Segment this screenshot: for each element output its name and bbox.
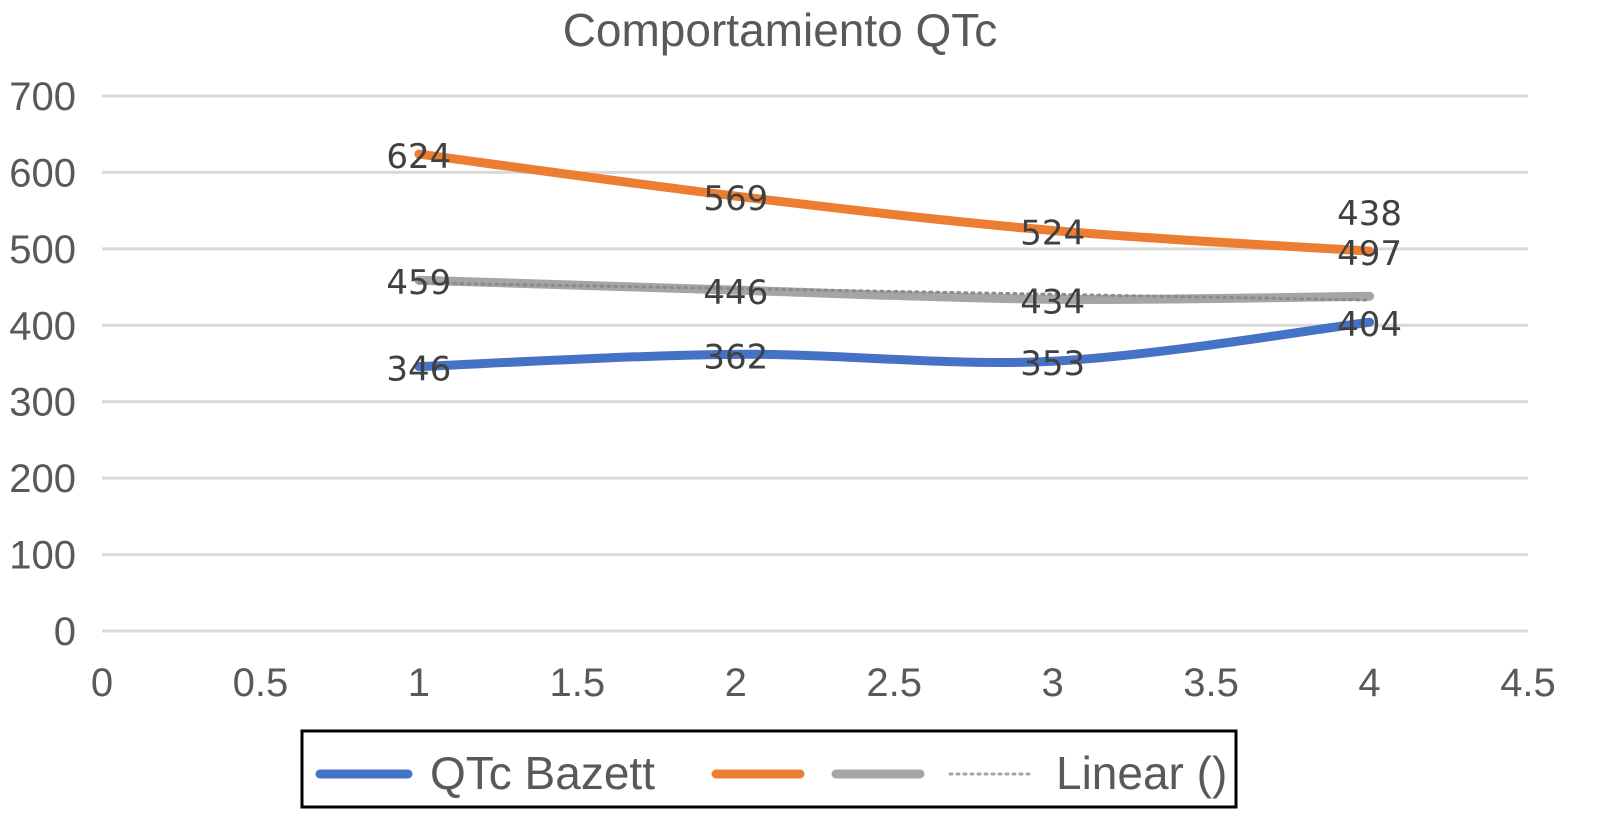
data-label-s1-404: 404 bbox=[1337, 305, 1402, 345]
y-tick-label-200: 200 bbox=[9, 457, 76, 501]
data-label-s1-346: 346 bbox=[386, 350, 451, 390]
y-tick-label-100: 100 bbox=[9, 534, 76, 578]
series-line-1 bbox=[414, 317, 1375, 372]
x-tick-label-4: 4 bbox=[1358, 661, 1380, 705]
data-label-s2-569: 569 bbox=[703, 179, 768, 219]
legend-label-linear-trendline: Linear () bbox=[1056, 747, 1227, 799]
x-tick-label-0.5: 0.5 bbox=[233, 661, 289, 705]
series-line-2 bbox=[414, 149, 1375, 256]
y-tick-label-500: 500 bbox=[9, 228, 76, 272]
data-label-s3-438: 438 bbox=[1337, 194, 1402, 234]
x-tick-label-0: 0 bbox=[91, 661, 113, 705]
data-label-s3-434: 434 bbox=[1020, 282, 1085, 322]
data-label-s2-524: 524 bbox=[1020, 214, 1085, 254]
data-label-s2-624: 624 bbox=[386, 137, 451, 177]
x-tick-label-3: 3 bbox=[1042, 661, 1064, 705]
legend-box bbox=[300, 729, 1238, 809]
data-label-s1-362: 362 bbox=[703, 337, 768, 377]
x-tick-label-1.5: 1.5 bbox=[550, 661, 606, 705]
chart-title: Comportamiento QTc bbox=[563, 4, 998, 56]
y-tick-label-600: 600 bbox=[9, 151, 76, 195]
x-tick-label-1: 1 bbox=[408, 661, 430, 705]
y-tick-label-700: 700 bbox=[9, 75, 76, 119]
y-tick-label-300: 300 bbox=[9, 381, 76, 425]
data-label-s2-497: 497 bbox=[1337, 234, 1402, 274]
y-tick-label-400: 400 bbox=[9, 304, 76, 348]
x-tick-label-3.5: 3.5 bbox=[1183, 661, 1239, 705]
data-label-s3-446: 446 bbox=[703, 273, 768, 313]
data-label-s1-353: 353 bbox=[1020, 344, 1085, 384]
data-label-s3-459: 459 bbox=[386, 263, 451, 303]
linear-trendline bbox=[417, 281, 1372, 302]
legend: QTc Bazett Linear () bbox=[300, 729, 1238, 809]
x-tick-label-2: 2 bbox=[725, 661, 747, 705]
x-tick-label-4.5: 4.5 bbox=[1500, 661, 1556, 705]
y-tick-label-0: 0 bbox=[54, 610, 76, 654]
legend-label-qtc-bazett: QTc Bazett bbox=[430, 747, 655, 799]
x-tick-label-2.5: 2.5 bbox=[866, 661, 922, 705]
